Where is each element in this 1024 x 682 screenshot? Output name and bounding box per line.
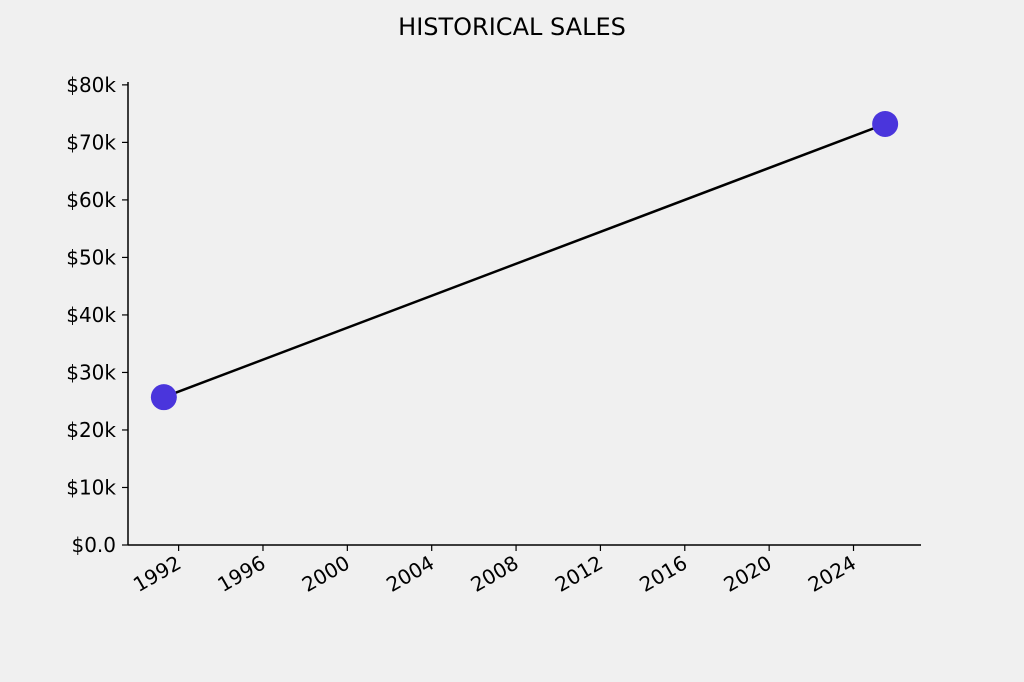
y-tick-label: $60k [66,188,116,212]
point [872,110,899,137]
y-tick-label: $70k [66,130,116,154]
y-tick-label: $20k [66,418,116,442]
y-tick-label: $50k [66,245,116,269]
chart-title: HISTORICAL SALES [398,13,626,41]
point [150,384,177,411]
y-tick-label: $30k [66,360,116,384]
y-tick-label: $0.0 [71,533,116,557]
y-tick-label: $40k [66,303,116,327]
series-line [163,122,886,399]
y-tick-label: $10k [66,475,116,499]
y-tick-label: $80k [66,73,116,97]
